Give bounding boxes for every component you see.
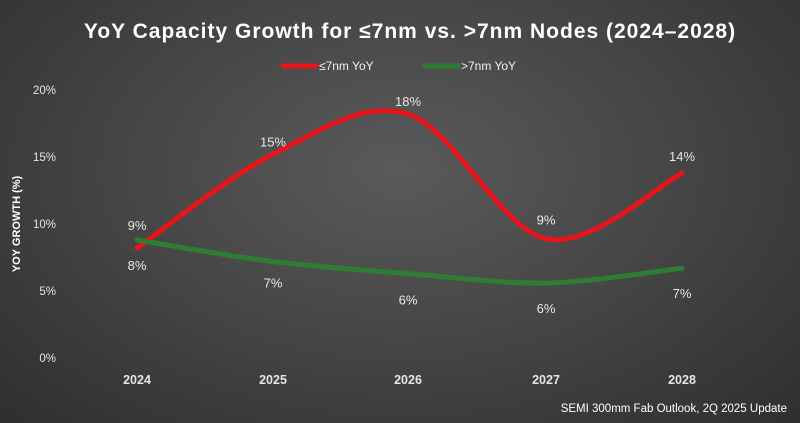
source-note: SEMI 300mm Fab Outlook, 2Q 2025 Update xyxy=(561,403,787,415)
data-label-gt7nm: 6% xyxy=(399,293,418,308)
series-line-le7nm xyxy=(134,108,685,251)
y-tick-label: 20% xyxy=(33,85,56,97)
y-tick-label: 15% xyxy=(33,152,56,164)
y-tick-label: 10% xyxy=(33,219,56,231)
x-tick-label: 2026 xyxy=(394,373,422,387)
data-label-le7nm: 9% xyxy=(537,213,556,228)
x-tick-label: 2024 xyxy=(123,373,151,387)
legend-label-le7nm: ≤7nm YoY xyxy=(319,59,374,73)
data-labels: 8% 15% 18% 9% 14% 9% 7% 6% 6% 7% xyxy=(128,94,696,316)
data-label-le7nm: 15% xyxy=(260,134,286,149)
data-label-gt7nm: 9% xyxy=(128,218,147,233)
chart-title: YoY Capacity Growth for ≤7nm vs. >7nm No… xyxy=(84,20,736,43)
data-label-le7nm: 8% xyxy=(128,258,147,273)
y-axis-ticks: 0% 5% 10% 15% 20% xyxy=(33,85,56,365)
legend-label-gt7nm: >7nm YoY xyxy=(461,59,516,73)
y-axis-label: YOY GROWTH (%) xyxy=(11,175,23,272)
x-axis-ticks: 2024 2025 2026 2027 2028 xyxy=(123,373,696,387)
series-line-gt7nm xyxy=(134,237,685,286)
y-tick-label: 5% xyxy=(39,286,56,298)
data-label-le7nm: 18% xyxy=(395,94,421,109)
y-tick-label: 0% xyxy=(39,353,56,365)
data-label-gt7nm: 7% xyxy=(264,276,283,291)
x-tick-label: 2028 xyxy=(668,373,696,387)
x-tick-label: 2025 xyxy=(259,373,287,387)
x-tick-label: 2027 xyxy=(532,373,560,387)
legend: ≤7nm YoY >7nm YoY xyxy=(280,59,516,73)
series-lines xyxy=(134,108,685,286)
data-label-gt7nm: 7% xyxy=(673,286,692,301)
data-label-gt7nm: 6% xyxy=(537,301,556,316)
data-label-le7nm: 14% xyxy=(669,149,695,164)
